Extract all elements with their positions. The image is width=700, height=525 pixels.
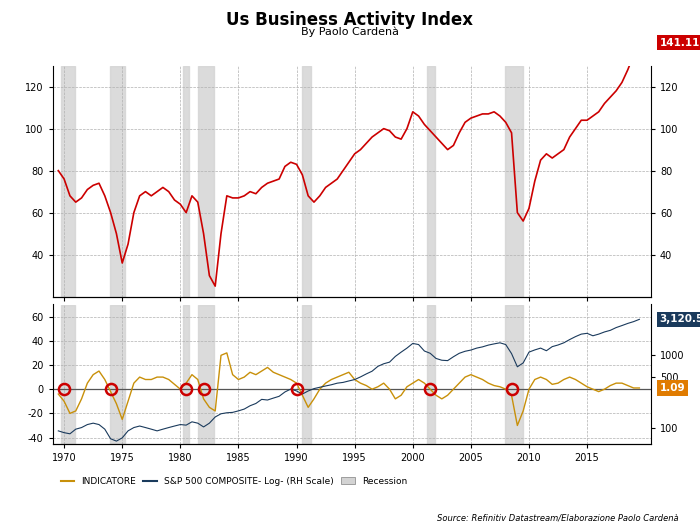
Bar	[427, 304, 435, 444]
Legend: INDICATORE, Recession: INDICATORE, Recession	[57, 316, 234, 333]
Text: Us Business Activity Index: Us Business Activity Index	[227, 11, 473, 29]
Text: 1.09: 1.09	[659, 383, 685, 393]
Bar	[61, 304, 75, 444]
Bar	[302, 304, 311, 444]
Bar	[505, 66, 523, 297]
Bar	[183, 66, 189, 297]
Bar	[183, 304, 189, 444]
Bar	[110, 66, 125, 297]
Bar	[302, 66, 311, 297]
Text: 141.11: 141.11	[659, 37, 700, 48]
Bar	[505, 304, 523, 444]
Bar	[198, 66, 214, 297]
Bar	[61, 66, 75, 297]
Text: 3,120.5: 3,120.5	[659, 314, 700, 324]
Legend: INDICATORE, S&P 500 COMPOSITE- Log- (RH Scale), Recession: INDICATORE, S&P 500 COMPOSITE- Log- (RH …	[57, 473, 411, 489]
Text: By Paolo Cardenà: By Paolo Cardenà	[301, 26, 399, 37]
Text: Source: Refinitiv Datastream/Elaborazione Paolo Cardenà: Source: Refinitiv Datastream/Elaborazion…	[438, 513, 679, 522]
Bar	[198, 304, 214, 444]
Bar	[110, 304, 125, 444]
Bar	[427, 66, 435, 297]
